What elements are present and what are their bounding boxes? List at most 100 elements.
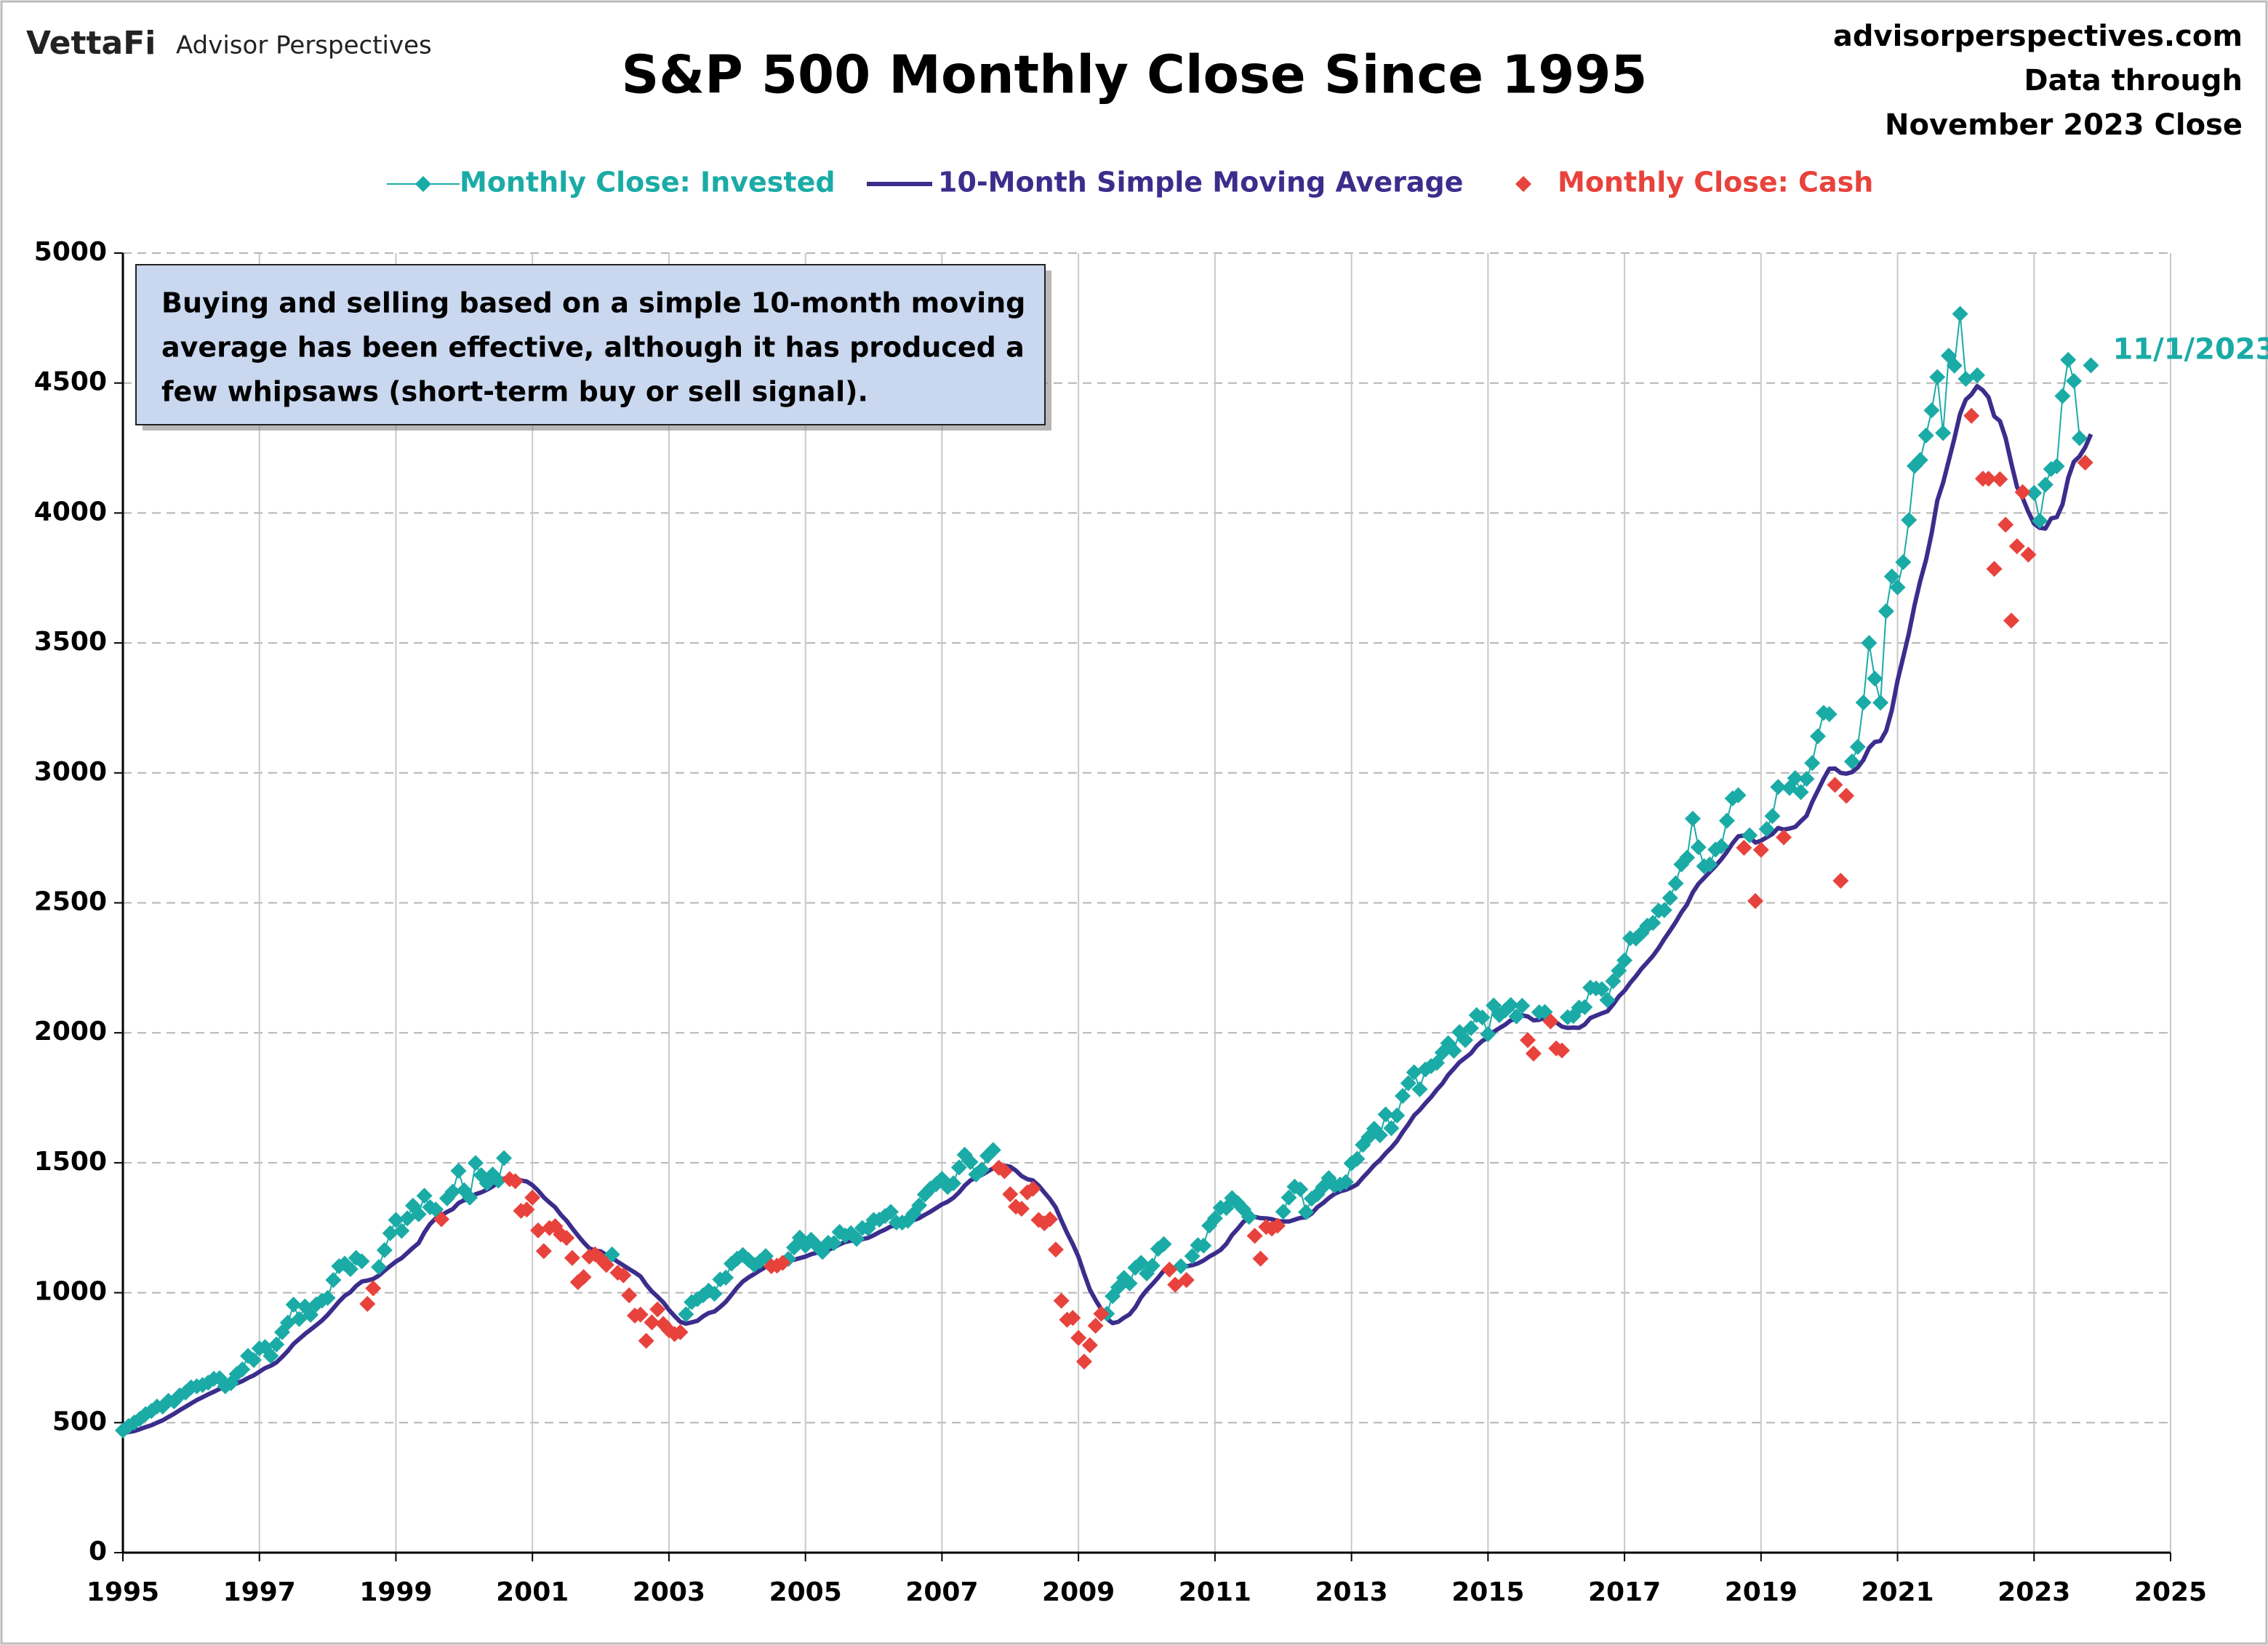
point-marker bbox=[911, 1197, 928, 1214]
point-marker bbox=[410, 1206, 427, 1222]
point-marker bbox=[1411, 1081, 1428, 1097]
point-marker bbox=[1718, 812, 1735, 829]
point-marker bbox=[1809, 728, 1826, 745]
point-marker bbox=[1952, 305, 1968, 322]
point-marker bbox=[1792, 784, 1809, 801]
point-marker bbox=[462, 1189, 478, 1206]
point-marker bbox=[1616, 952, 1633, 969]
point-marker bbox=[1178, 1272, 1195, 1289]
point-marker bbox=[376, 1241, 393, 1258]
point-marker bbox=[774, 1254, 791, 1271]
point-marker bbox=[974, 1161, 990, 1178]
point-marker bbox=[1462, 1020, 1479, 1036]
point-marker bbox=[1992, 471, 2008, 487]
point-marker bbox=[285, 1297, 302, 1313]
point-marker bbox=[2026, 484, 2043, 501]
point-marker bbox=[1053, 1292, 1070, 1309]
point-marker bbox=[1867, 671, 1883, 687]
point-marker bbox=[1821, 706, 1838, 723]
point-marker bbox=[649, 1301, 666, 1318]
point-marker bbox=[1752, 841, 1769, 858]
point-marker bbox=[985, 1142, 1001, 1158]
point-marker bbox=[2077, 455, 2093, 471]
point-marker bbox=[632, 1306, 649, 1323]
y-tick-label: 1000 bbox=[34, 1277, 107, 1307]
point-marker bbox=[2071, 430, 2088, 447]
y-tick-label: 3000 bbox=[34, 757, 107, 787]
point-marker bbox=[1935, 425, 1952, 441]
chart-title: S&P 500 Monthly Close Since 1995 bbox=[621, 44, 1647, 105]
x-tick-label: 2019 bbox=[1725, 1577, 1798, 1607]
y-tick-label: 4500 bbox=[34, 367, 107, 397]
point-marker bbox=[1861, 635, 1878, 652]
point-marker bbox=[672, 1324, 689, 1340]
point-marker bbox=[883, 1204, 899, 1220]
point-marker bbox=[678, 1306, 694, 1323]
point-marker bbox=[1206, 1210, 1223, 1227]
annotation-box bbox=[135, 264, 1046, 425]
point-marker bbox=[1502, 996, 1519, 1013]
point-marker bbox=[1167, 1276, 1184, 1293]
point-marker bbox=[263, 1348, 279, 1364]
point-marker bbox=[1838, 788, 1855, 804]
point-marker bbox=[529, 1222, 546, 1238]
annotation-line: Buying and selling based on a simple 10-… bbox=[161, 287, 1025, 319]
point-marker bbox=[598, 1257, 614, 1273]
point-marker bbox=[490, 1172, 507, 1189]
point-marker bbox=[1832, 873, 1849, 889]
point-marker bbox=[729, 1250, 745, 1267]
point-marker bbox=[2048, 458, 2065, 475]
point-marker bbox=[1667, 875, 1684, 892]
point-marker bbox=[1395, 1088, 1411, 1105]
point-marker bbox=[1542, 1013, 1559, 1030]
point-marker bbox=[172, 1387, 188, 1404]
point-marker bbox=[1576, 998, 1593, 1015]
point-marker bbox=[1986, 561, 2003, 577]
point-marker bbox=[245, 1352, 262, 1369]
point-marker bbox=[1843, 753, 1860, 770]
logo: VettaFi bbox=[26, 25, 156, 62]
point-marker bbox=[1446, 1042, 1462, 1059]
point-marker bbox=[558, 1230, 575, 1246]
point-marker bbox=[2060, 351, 2077, 368]
point-marker bbox=[1611, 962, 1627, 979]
brand: Advisor Perspectives bbox=[176, 31, 432, 60]
point-marker bbox=[996, 1163, 1013, 1180]
point-marker bbox=[1747, 892, 1764, 909]
legend-label: Monthly Close: Cash bbox=[1558, 167, 1873, 199]
point-marker bbox=[1377, 1106, 1394, 1123]
point-marker bbox=[1776, 829, 1792, 846]
y-tick-label: 2000 bbox=[34, 1017, 107, 1046]
point-marker bbox=[2008, 538, 2025, 555]
point-marker bbox=[644, 1314, 660, 1331]
point-marker bbox=[393, 1222, 410, 1239]
point-marker bbox=[1889, 579, 1906, 596]
point-marker bbox=[1155, 1236, 1172, 1252]
point-marker bbox=[1787, 769, 1803, 786]
point-marker bbox=[1804, 755, 1821, 772]
point-marker bbox=[1872, 695, 1889, 711]
point-marker bbox=[1093, 1305, 1110, 1322]
point-marker bbox=[1713, 838, 1730, 854]
point-marker bbox=[359, 1295, 376, 1312]
point-marker bbox=[535, 1243, 552, 1260]
x-tick-label: 2021 bbox=[1861, 1577, 1934, 1607]
point-marker bbox=[382, 1225, 398, 1241]
point-marker bbox=[2032, 513, 2048, 529]
legend-label: 10-Month Simple Moving Average bbox=[938, 167, 1463, 199]
point-marker bbox=[1798, 771, 1815, 788]
point-marker bbox=[2020, 546, 2037, 563]
point-marker bbox=[945, 1175, 962, 1192]
point-marker bbox=[1133, 1254, 1150, 1271]
point-marker bbox=[2003, 612, 2020, 629]
point-marker bbox=[388, 1212, 404, 1228]
x-tick-label: 2003 bbox=[633, 1577, 705, 1607]
point-marker bbox=[371, 1259, 387, 1276]
x-tick-label: 2015 bbox=[1451, 1577, 1524, 1607]
point-marker bbox=[950, 1159, 967, 1176]
point-marker bbox=[177, 1384, 194, 1401]
point-marker bbox=[2083, 357, 2099, 374]
point-marker bbox=[1013, 1201, 1030, 1217]
